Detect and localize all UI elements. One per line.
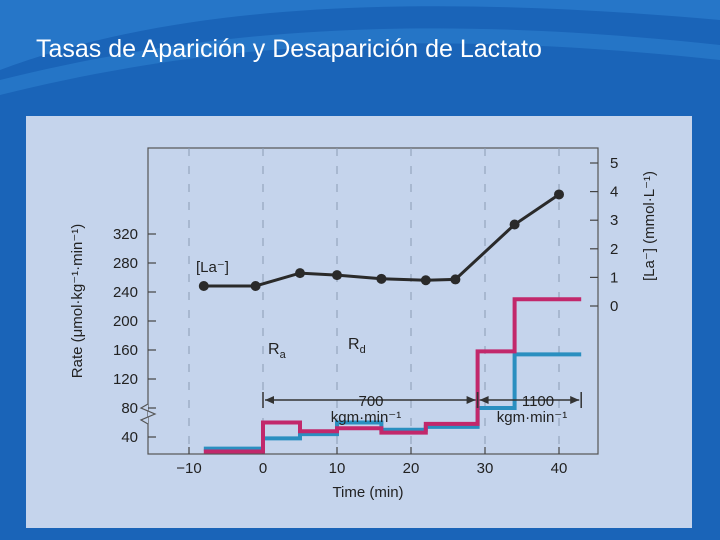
y2-tick-label-2: 3 <box>610 212 618 229</box>
ra-label-main: R <box>268 341 280 358</box>
rd-label: Rd <box>348 336 366 356</box>
axis-break <box>139 403 157 425</box>
workload-intervals <box>262 392 582 408</box>
plot-frame <box>147 147 599 455</box>
interval1-arrow-left <box>265 396 274 404</box>
x-axis-ticks: −10 0 10 20 30 40 <box>176 447 567 477</box>
interval2-arrow-left <box>479 396 489 404</box>
lactate-point-0 <box>198 280 209 291</box>
interval1-unit: kgm·min⁻¹ <box>331 409 401 426</box>
y-axis-title: Rate (μmol·kg⁻¹·min⁻¹) <box>69 224 86 378</box>
y-tick-label-4: 160 <box>113 342 138 359</box>
x-tick-label-2: 10 <box>329 460 346 477</box>
y-tick-label-3: 200 <box>113 313 138 330</box>
y-tick-label-5: 120 <box>113 371 138 388</box>
y-tick-label-6: 80 <box>121 400 138 417</box>
lactate-point-2 <box>295 268 305 279</box>
y-tick-label-7: 40 <box>121 429 138 446</box>
ra-label: Ra <box>268 341 287 361</box>
x-tick-label-4: 30 <box>477 460 494 477</box>
rd-label-sub: d <box>360 344 366 356</box>
y2-tick-label-1: 4 <box>610 184 618 201</box>
y2-tick-label-3: 2 <box>610 241 618 258</box>
x-tick-label-5: 40 <box>551 460 568 477</box>
lactate-point-6 <box>450 274 461 285</box>
y2-axis-title: [La⁻] (mmol·L⁻¹) <box>641 171 658 281</box>
ra-series-line <box>203 297 582 454</box>
ra-label-sub: a <box>280 349 287 361</box>
lactate-point-7 <box>509 219 520 230</box>
lactate-point-1 <box>250 280 261 291</box>
slide-title: Tasas de Aparición y Desaparición de Lac… <box>36 35 542 63</box>
background-swoosh <box>0 0 720 95</box>
x-tick-label-0: −10 <box>176 460 201 477</box>
interval2-unit: kgm·min⁻¹ <box>497 409 567 426</box>
y-tick-label-0: 320 <box>113 226 138 243</box>
series-group <box>198 189 582 454</box>
interval2-arrow-right <box>570 396 580 404</box>
interval2-value: 1100 <box>522 393 554 410</box>
lactate-point-5 <box>420 275 431 286</box>
y-tick-label-2: 240 <box>113 284 138 301</box>
lactate-point-8 <box>554 189 564 200</box>
x-tick-label-3: 20 <box>403 460 420 477</box>
lactate-point-3 <box>332 270 342 281</box>
y-axis-ticks: 320 280 240 200 160 120 80 40 <box>113 226 156 446</box>
la-label: [La⁻] <box>196 259 229 276</box>
y2-tick-label-0: 5 <box>610 155 618 172</box>
y-tick-label-1: 280 <box>113 255 138 272</box>
interval1-value: 700 <box>358 393 383 410</box>
y2-tick-label-4: 1 <box>610 269 618 286</box>
lactate-point-4 <box>376 273 387 284</box>
y2-axis-ticks: 5 4 3 2 1 0 <box>590 155 618 315</box>
x-tick-label-1: 0 <box>259 460 267 477</box>
x-axis-title: Time (min) <box>332 484 403 501</box>
interval1-arrow-right <box>466 396 476 404</box>
rd-label-main: R <box>348 336 360 353</box>
lactate-series-line <box>203 193 560 288</box>
y2-tick-label-5: 0 <box>610 298 618 315</box>
